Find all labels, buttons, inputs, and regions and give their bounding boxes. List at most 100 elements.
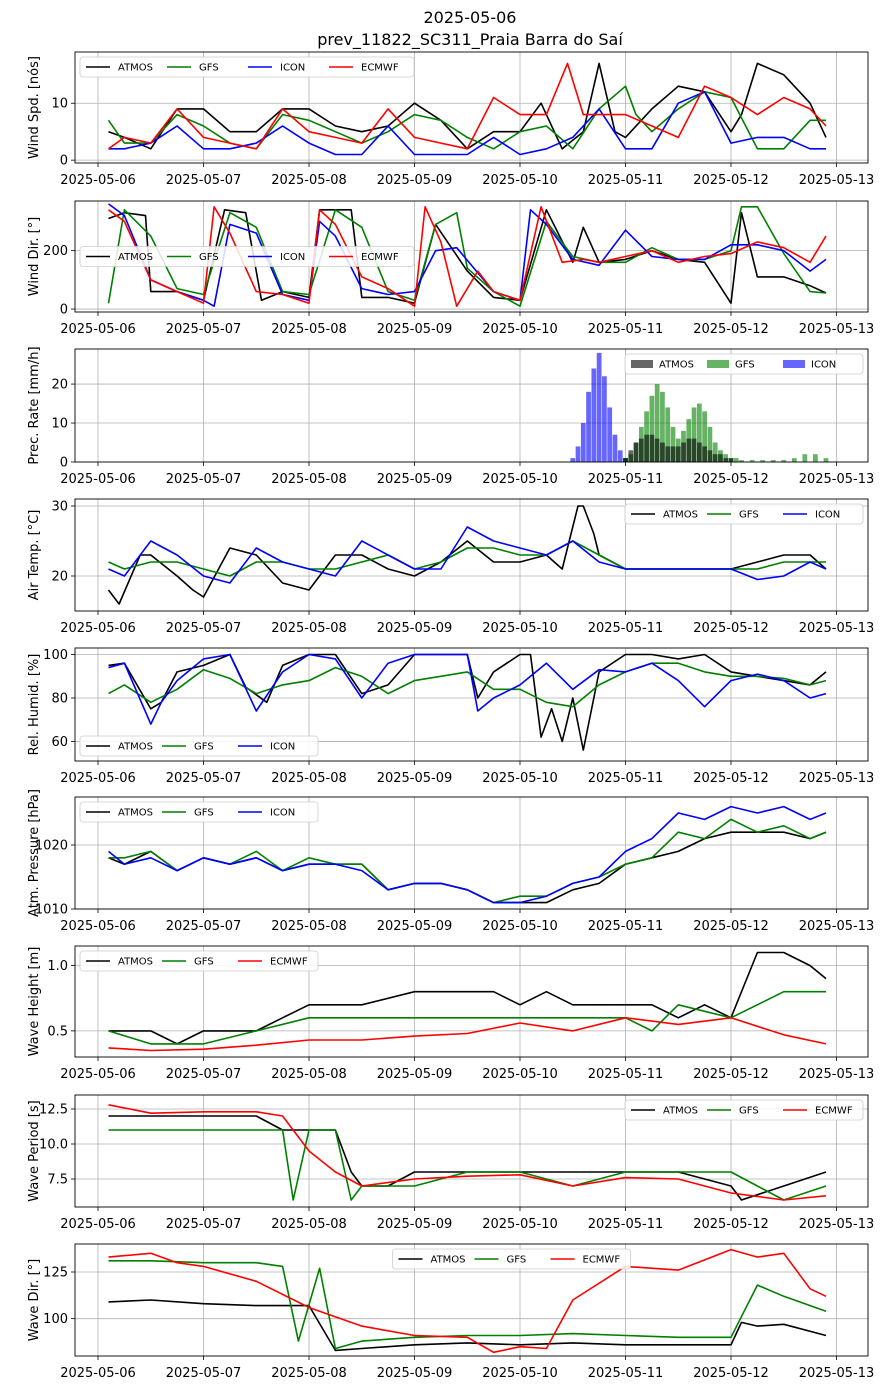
legend-label-gfs: GFS <box>199 252 219 263</box>
legend-box <box>79 56 415 78</box>
panel-7: 2025-05-06 2025-05-07 2025-05-08 2025-05-09… <box>27 945 874 1082</box>
axes-frame <box>74 1094 869 1208</box>
bar-atmos <box>681 442 686 462</box>
x-tick-label: 2025-05-11 <box>588 919 664 934</box>
x-tick-label: 2025-05-12 <box>693 621 769 636</box>
axes-frame <box>74 796 869 910</box>
x-tick-label: 2025-05-09 <box>377 322 453 337</box>
x-tick-label: 2025-05-07 <box>166 621 242 636</box>
bar-gfs <box>649 395 655 462</box>
axes-frame <box>74 51 869 164</box>
legend-label-atmos: ATMOS <box>431 1255 466 1266</box>
legend-swatch-icon <box>783 360 805 368</box>
series-line-atmos <box>108 831 827 904</box>
x-tick-label: 2025-05-07 <box>166 1217 242 1232</box>
legend-label-atmos: ATMOS <box>118 63 153 74</box>
legend-swatch-atmos <box>631 360 653 368</box>
legend-label-ecmwf: ECMWF <box>361 63 399 74</box>
axes-frame <box>74 200 869 313</box>
y-tick-label: 0 <box>60 154 68 169</box>
bar-icon <box>575 446 581 462</box>
y-tick-label: 20 <box>51 378 68 393</box>
y-axis-label: Air Temp. [°C] <box>27 510 42 601</box>
x-tick-label: 2025-05-08 <box>271 1366 347 1381</box>
bar-atmos <box>670 446 676 462</box>
series-line-icon <box>108 203 827 308</box>
x-tick-label: 2025-05-13 <box>799 1366 875 1381</box>
x-tick-label: 2025-05-06 <box>60 1217 136 1232</box>
legend: ATMOS GFS ECMWF <box>624 1099 864 1121</box>
x-tick-label: 2025-05-09 <box>377 173 453 188</box>
panel-9: 2025-05-06 2025-05-07 2025-05-08 2025-05-09… <box>27 1243 875 1381</box>
legend-label-ecmwf: ECMWF <box>583 1255 621 1266</box>
x-tick-label: 2025-05-06 <box>60 1366 136 1381</box>
plot-area <box>107 62 827 156</box>
bar-atmos <box>675 446 681 462</box>
y-tick-label: 60 <box>51 735 68 750</box>
legend-label-atmos: ATMOS <box>663 510 698 521</box>
y-tick-label: 100 <box>43 1312 68 1327</box>
bar-gfs <box>802 454 808 462</box>
x-tick-label: 2025-05-08 <box>271 322 347 337</box>
y-tick-label: 200 <box>43 244 68 259</box>
bar-atmos <box>660 442 665 462</box>
x-tick-label: 2025-05-09 <box>377 621 453 636</box>
x-tick-label: 2025-05-06 <box>60 771 136 786</box>
figure-title-line2: prev_11822_SC311_Praia Barra do Saí <box>317 30 623 50</box>
series-line-icon <box>108 526 827 584</box>
legend: ATMOS GFS ECMWF <box>79 950 319 972</box>
y-tick-label: 30 <box>51 500 68 515</box>
y-tick-label: 125 <box>43 1266 68 1281</box>
x-tick-label: 2025-05-06 <box>60 472 136 487</box>
legend-label-gfs: GFS <box>507 1255 527 1266</box>
bar-atmos <box>654 438 660 462</box>
x-tick-label: 2025-05-13 <box>799 1217 875 1232</box>
series-line-ecmwf <box>108 206 827 308</box>
series-line-ecmwf <box>108 1104 827 1201</box>
x-tick-label: 2025-05-07 <box>166 322 242 337</box>
axes-frame <box>74 945 869 1058</box>
bar-icon <box>570 458 576 462</box>
y-tick-label: 1010 <box>35 903 68 918</box>
series-line-atmos <box>108 1299 827 1352</box>
x-tick-label: 2025-05-08 <box>271 173 347 188</box>
legend-box <box>624 1099 864 1121</box>
legend-box <box>392 1248 631 1270</box>
series-line-atmos <box>108 62 827 150</box>
legend-label-gfs: GFS <box>194 742 214 753</box>
legend-box <box>79 246 415 267</box>
x-tick-label: 2025-05-07 <box>166 919 242 934</box>
legend: ATMOS GFS ICON <box>624 503 864 525</box>
bar-gfs <box>696 403 702 462</box>
x-tick-label: 2025-05-10 <box>482 1067 558 1082</box>
legend-label-gfs: GFS <box>194 808 214 819</box>
x-tick-label: 2025-05-08 <box>271 1217 347 1232</box>
bar-gfs <box>781 460 787 462</box>
x-tick-label: 2025-05-09 <box>377 919 453 934</box>
bar-gfs <box>770 460 776 462</box>
plot-area <box>570 352 829 462</box>
x-tick-label: 2025-05-12 <box>693 472 769 487</box>
x-tick-label: 2025-05-12 <box>693 919 769 934</box>
x-tick-label: 2025-05-07 <box>166 472 242 487</box>
x-tick-label: 2025-05-11 <box>588 621 664 636</box>
bar-atmos <box>723 458 729 462</box>
series-line-icon <box>108 91 826 156</box>
x-tick-label: 2025-05-07 <box>166 1067 242 1082</box>
legend-label-ecmwf: ECMWF <box>270 957 308 968</box>
legend: ATMOS GFS ECMWF <box>392 1248 631 1270</box>
series-line-atmos <box>108 1115 827 1201</box>
y-tick-label: 1020 <box>35 839 68 854</box>
plot-area <box>108 951 827 1052</box>
panel-4: 2025-05-06 2025-05-07 2025-05-08 2025-05-09… <box>27 498 874 636</box>
legend-label-gfs: GFS <box>199 63 219 74</box>
x-tick-label: 2025-05-13 <box>799 322 875 337</box>
bar-gfs <box>813 454 818 462</box>
x-tick-label: 2025-05-06 <box>60 173 136 188</box>
x-tick-label: 2025-05-10 <box>482 621 558 636</box>
bar-icon <box>607 407 613 462</box>
x-tick-label: 2025-05-12 <box>693 1067 769 1082</box>
x-tick-label: 2025-05-07 <box>166 1366 242 1381</box>
axes-frame <box>74 1243 869 1357</box>
